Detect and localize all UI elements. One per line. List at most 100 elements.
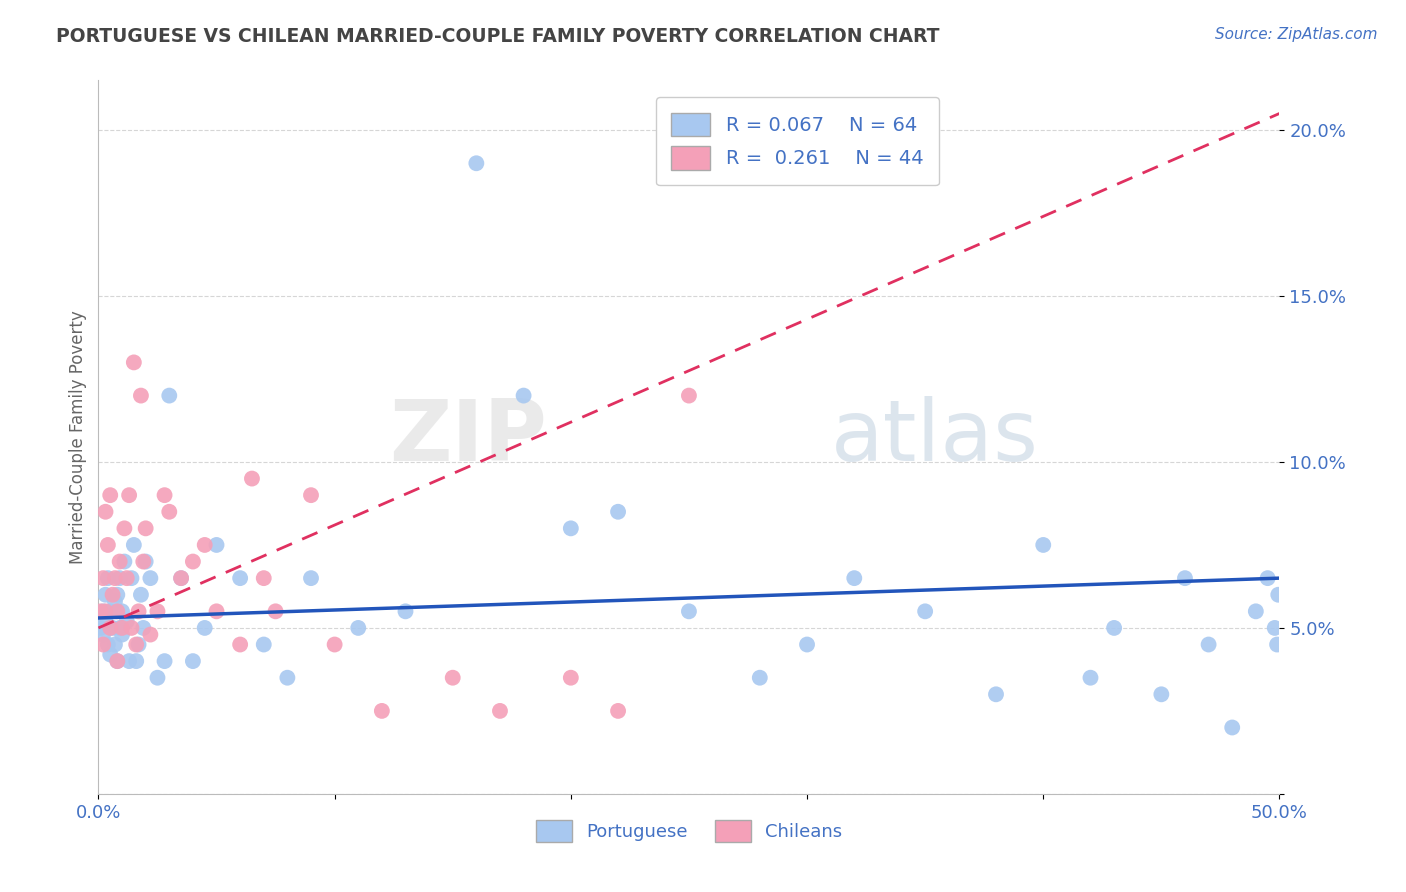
Point [91,638,114,652]
Point [97,538,120,552]
Point [253,638,276,652]
Point [91,627,114,641]
Point [153,488,176,502]
Point [1265,638,1288,652]
Point [1198,638,1220,652]
Point [128,638,150,652]
Point [181,555,204,569]
Point [132,555,155,569]
Point [98,621,121,635]
Point [105,654,128,668]
Point [105,604,128,618]
Point [1267,588,1289,602]
Point [1080,671,1102,685]
Point [146,671,169,685]
Point [205,538,228,552]
Point [844,571,866,585]
Point [122,355,145,369]
Point [678,604,700,618]
Point [108,621,131,635]
Point [607,505,630,519]
Point [1032,538,1054,552]
Point [465,156,488,170]
Text: ZIP: ZIP [389,395,547,479]
Point [607,704,630,718]
Point [276,671,298,685]
Point [194,621,217,635]
Point [1174,571,1197,585]
Point [157,388,180,402]
Point [98,604,121,618]
Point [371,704,394,718]
Point [97,638,120,652]
Point [1220,721,1243,735]
Point [984,687,1007,701]
Point [153,654,176,668]
Point [94,588,117,602]
Point [118,488,141,502]
Point [108,555,131,569]
Point [129,388,152,402]
Point [121,571,143,585]
Point [105,654,128,668]
Point [104,571,127,585]
Point [132,621,155,635]
Legend: Portuguese, Chileans: Portuguese, Chileans [529,813,849,849]
Point [128,604,150,618]
Point [104,594,127,608]
Point [98,648,121,662]
Point [125,654,148,668]
Point [146,604,169,618]
Point [323,638,346,652]
Point [229,638,252,652]
Point [1257,571,1279,585]
Point [205,604,228,618]
Point [97,571,120,585]
Point [112,521,135,535]
Point [347,621,370,635]
Point [560,521,582,535]
Point [240,472,263,486]
Point [796,638,818,652]
Point [91,571,114,585]
Point [1264,621,1286,635]
Point [121,621,143,635]
Point [253,571,276,585]
Point [90,621,112,635]
Point [1150,687,1173,701]
Point [129,588,152,602]
Point [118,654,141,668]
Point [441,671,464,685]
Point [122,538,145,552]
Y-axis label: Married-Couple Family Poverty: Married-Couple Family Poverty [69,310,87,564]
Point [299,571,322,585]
Point [111,627,134,641]
Point [111,621,134,635]
Point [157,505,180,519]
Point [98,488,121,502]
Point [104,638,127,652]
Point [115,615,138,629]
Text: atlas: atlas [831,395,1039,479]
Point [560,671,582,685]
Point [264,604,287,618]
Point [90,604,112,618]
Point [125,638,148,652]
Point [489,704,512,718]
Point [1244,604,1267,618]
Point [108,571,131,585]
Point [194,538,217,552]
Point [139,627,162,641]
Point [139,571,162,585]
Point [91,604,114,618]
Point [135,555,157,569]
Point [170,571,193,585]
Point [914,604,936,618]
Point [299,488,322,502]
Point [748,671,770,685]
Text: PORTUGUESE VS CHILEAN MARRIED-COUPLE FAMILY POVERTY CORRELATION CHART: PORTUGUESE VS CHILEAN MARRIED-COUPLE FAM… [56,27,939,45]
Point [1102,621,1125,635]
Point [105,588,128,602]
Point [678,388,700,402]
Point [111,604,134,618]
